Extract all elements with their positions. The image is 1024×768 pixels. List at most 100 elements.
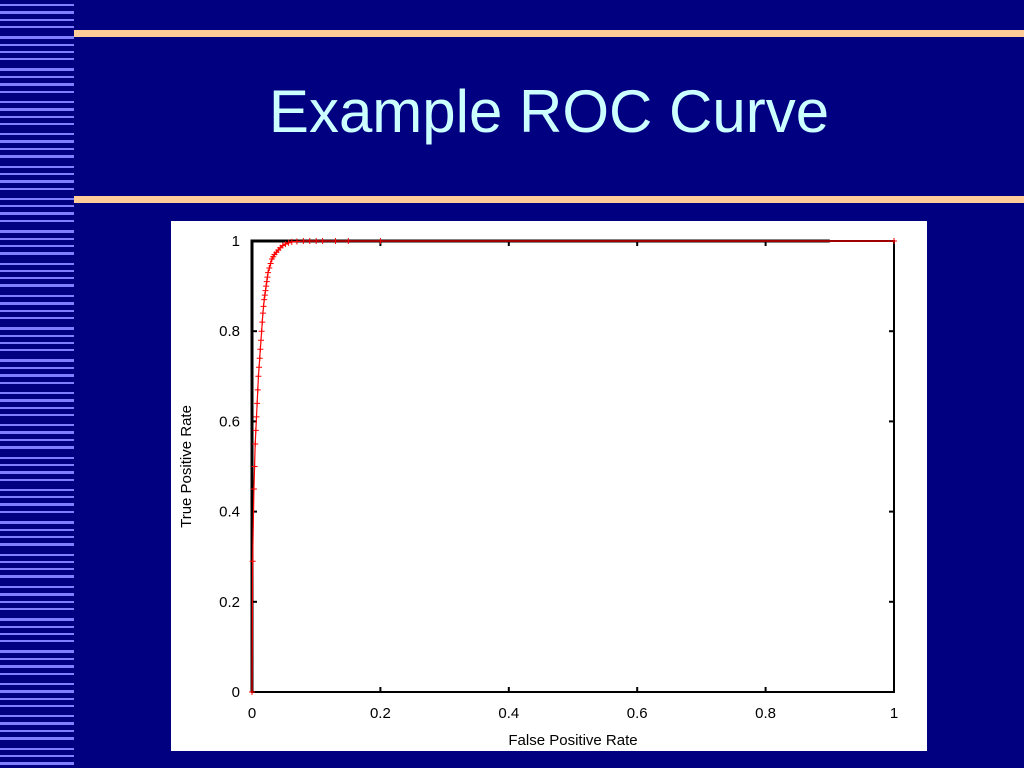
roc-data-point — [279, 242, 286, 249]
stripe — [0, 284, 74, 287]
stripe — [0, 11, 74, 14]
x-tick-label: 1 — [890, 705, 898, 722]
stripe — [0, 543, 74, 546]
roc-data-point — [319, 238, 326, 244]
roc-data-point — [257, 337, 264, 344]
stripe — [0, 618, 74, 621]
stripe — [0, 715, 74, 717]
stripe — [0, 367, 74, 369]
y-tick-label: 0.2 — [219, 594, 240, 611]
stripe — [0, 148, 74, 150]
stripe — [0, 212, 74, 215]
stripe — [0, 414, 74, 416]
stripe — [0, 633, 74, 635]
stripe — [0, 44, 74, 46]
stripe — [0, 568, 74, 570]
stripe — [0, 101, 74, 103]
stripe — [0, 335, 74, 337]
y-tick-label: 0 — [232, 684, 240, 701]
stripe — [0, 4, 74, 6]
stripe — [0, 479, 74, 481]
roc-chart: 0 0.2 0.4 0.6 0.8 1 0 0.2 0.4 0.6 0.8 1 False Posit… — [178, 233, 898, 749]
roc-data-point — [306, 238, 313, 244]
roc-data-point — [257, 346, 264, 353]
stripe — [0, 673, 74, 675]
stripe — [0, 640, 74, 642]
stripe — [0, 658, 74, 660]
stripe — [0, 359, 74, 362]
stripe — [0, 76, 74, 78]
stripe — [0, 529, 74, 531]
stripe — [0, 270, 74, 272]
stripe — [0, 503, 74, 506]
stripe — [0, 464, 74, 466]
stripe — [0, 730, 74, 732]
roc-data-point — [264, 274, 271, 281]
roc-data-point — [262, 287, 269, 294]
series-layer — [249, 238, 897, 695]
y-axis-label: True Positive Rate — [178, 405, 195, 528]
stripe — [0, 601, 74, 603]
stripe — [0, 489, 74, 491]
roc-data-point — [259, 319, 266, 326]
stripe — [0, 302, 74, 305]
y-tick-label: 0.8 — [219, 323, 240, 340]
roc-data-point — [263, 283, 270, 290]
x-axis-label: False Positive Rate — [508, 732, 637, 749]
stripe — [0, 575, 74, 578]
stripe — [0, 252, 74, 255]
stripe — [0, 457, 74, 459]
roc-data-point — [267, 260, 274, 267]
x-tick-label: 0.6 — [627, 705, 648, 722]
stripe — [0, 140, 74, 143]
top-accent-rule — [74, 30, 1024, 37]
stripe — [0, 586, 74, 588]
stripe — [0, 755, 74, 757]
reference-line — [250, 239, 830, 692]
x-tick-label: 0.8 — [755, 705, 776, 722]
stripe — [0, 471, 74, 474]
roc-data-point — [252, 440, 259, 447]
stripe — [0, 722, 74, 725]
roc-data-point — [377, 238, 384, 244]
stripe — [0, 382, 74, 384]
stripe — [0, 238, 74, 240]
stripe — [0, 36, 74, 39]
stripe — [0, 91, 74, 93]
stripe — [0, 496, 74, 498]
stripe — [0, 310, 74, 312]
roc-data-point — [256, 355, 263, 362]
stripe — [0, 295, 74, 297]
stripe — [0, 68, 74, 71]
roc-data-point — [256, 364, 263, 371]
stripe — [0, 407, 74, 409]
x-tick-label: 0.2 — [370, 705, 391, 722]
stripe — [0, 245, 74, 247]
roc-data-point — [252, 427, 259, 434]
stripe — [0, 83, 74, 86]
roc-data-point — [332, 238, 339, 244]
stripe — [0, 665, 74, 668]
stripe — [0, 133, 74, 135]
stripe — [0, 626, 74, 628]
roc-data-point — [258, 328, 265, 335]
stripe — [0, 230, 74, 233]
roc-data-point — [254, 400, 261, 407]
roc-data-point — [251, 463, 258, 470]
stripe — [0, 593, 74, 596]
stripe — [0, 349, 74, 351]
stripe — [0, 173, 74, 175]
y-tick-label: 0.4 — [219, 504, 240, 521]
roc-data-point — [249, 558, 256, 565]
stripe — [0, 431, 74, 434]
stripe — [0, 317, 74, 319]
roc-data-point — [254, 386, 261, 393]
stripe — [0, 424, 74, 426]
stripe — [0, 392, 74, 394]
stripe — [0, 698, 74, 700]
stripe — [0, 263, 74, 265]
stripe — [0, 554, 74, 556]
roc-data-point — [255, 373, 262, 380]
chart-panel: 0 0.2 0.4 0.6 0.8 1 0 0.2 0.4 0.6 0.8 1 False Posit… — [171, 221, 927, 751]
stripe — [0, 116, 74, 118]
